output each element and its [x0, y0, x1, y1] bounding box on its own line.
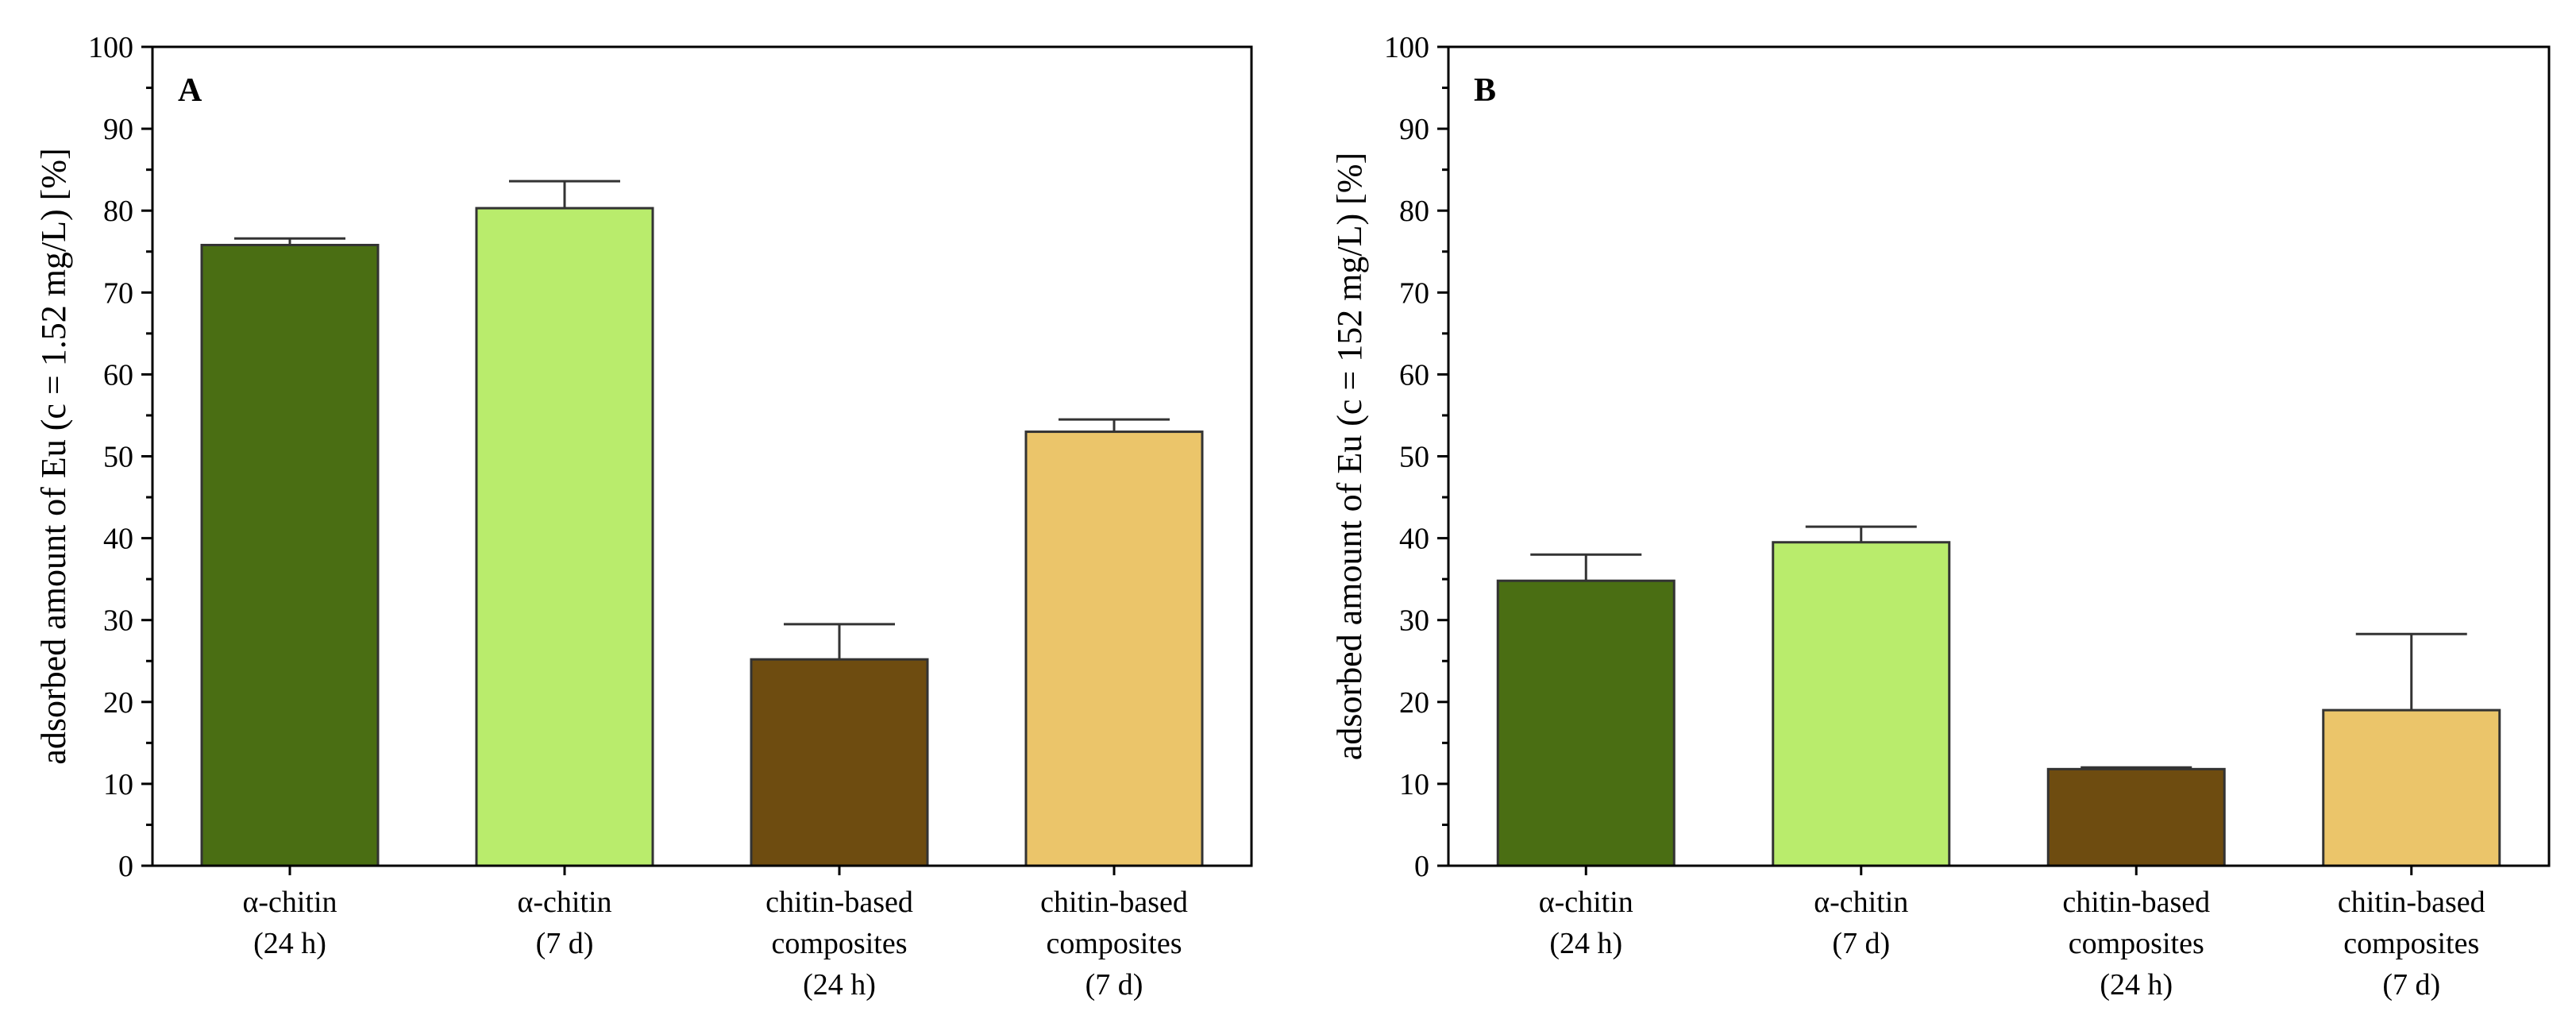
y-tick-label-b-20: 20 [1399, 686, 1429, 720]
y-tick-label-b-30: 30 [1399, 604, 1429, 638]
y-tick-label-a-80: 80 [103, 195, 133, 228]
y-tick-label-b-60: 60 [1399, 358, 1429, 392]
bar-a-1 [475, 207, 654, 867]
y-tick-label-a-40: 40 [103, 523, 133, 556]
y-tick-label-a-30: 30 [103, 604, 133, 638]
bar-a-2 [750, 658, 929, 867]
panel-a: α-chitin (24 h) α-chitin (7 d) chitin-based c… [34, 31, 1253, 1002]
y-tick-label-b-80: 80 [1399, 195, 1429, 228]
bar-b-0 [1496, 579, 1676, 867]
category-label-a-3-line-0: chitin-based [1040, 886, 1188, 919]
category-label-a-2-line-1: composites [772, 927, 908, 960]
y-tick-label-b-50: 50 [1399, 441, 1429, 474]
bar-a-0 [200, 244, 380, 867]
category-label-b-0-line-0: α-chitin [1539, 886, 1633, 919]
panel-b: α-chitin (24 h) α-chitin (7 d) chitin-based c… [1330, 31, 2551, 1002]
category-label-a-0-line-1: (24 h) [253, 927, 326, 960]
bar-b-1 [1772, 541, 1951, 867]
y-tick-label-b-10: 10 [1399, 768, 1429, 801]
y-tick-label-b-70: 70 [1399, 276, 1429, 310]
bar-a-3 [1024, 430, 1204, 867]
category-label-a-1-line-0: α-chitin [517, 886, 611, 919]
y-tick-label-a-70: 70 [103, 276, 133, 310]
y-tick-label-b-100: 100 [1384, 31, 1429, 64]
y-tick-label-a-100: 100 [88, 31, 133, 64]
panel-label-a: A [178, 72, 202, 109]
category-label-b-3-line-1: composites [2343, 927, 2479, 960]
category-label-a-3-line-2: (7 d) [1086, 968, 1143, 1002]
category-label-a-3-line-1: composites [1047, 927, 1182, 960]
category-label-b-2-line-0: chitin-based [2062, 886, 2210, 919]
category-label-a-1-line-1: (7 d) [536, 927, 594, 960]
category-label-b-2-line-1: composites [2069, 927, 2204, 960]
y-tick-label-a-20: 20 [103, 686, 133, 720]
category-label-b-2-line-2: (24 h) [2100, 968, 2173, 1002]
y-tick-label-b-40: 40 [1399, 523, 1429, 556]
category-label-b-0-line-1: (24 h) [1549, 927, 1622, 960]
y-tick-label-a-10: 10 [103, 768, 133, 801]
bar-b-2 [2046, 767, 2226, 867]
bar-b-3 [2322, 708, 2501, 867]
category-label-a-2-line-2: (24 h) [803, 968, 876, 1002]
y-tick-label-b-90: 90 [1399, 113, 1429, 146]
category-label-b-1-line-0: α-chitin [1814, 886, 1908, 919]
category-label-b-1-line-1: (7 d) [1832, 927, 1890, 960]
y-axis-label-b: adsorbed amount of Eu (c = 152 mg/L) [%] [1330, 152, 1369, 760]
y-tick-label-a-90: 90 [103, 113, 133, 146]
panel-label-b: B [1474, 72, 1496, 109]
category-label-b-3-line-0: chitin-based [2338, 886, 2485, 919]
y-axis-label-a: adsorbed amount of Eu (c = 1.52 mg/L) [%… [34, 148, 73, 764]
y-tick-label-a-50: 50 [103, 441, 133, 474]
y-tick-label-b-0: 0 [1414, 850, 1429, 883]
y-tick-label-a-0: 0 [118, 850, 133, 883]
category-label-b-3-line-2: (7 d) [2382, 968, 2440, 1002]
category-label-a-0-line-0: α-chitin [242, 886, 337, 919]
y-tick-label-a-60: 60 [103, 358, 133, 392]
category-label-a-2-line-0: chitin-based [765, 886, 913, 919]
